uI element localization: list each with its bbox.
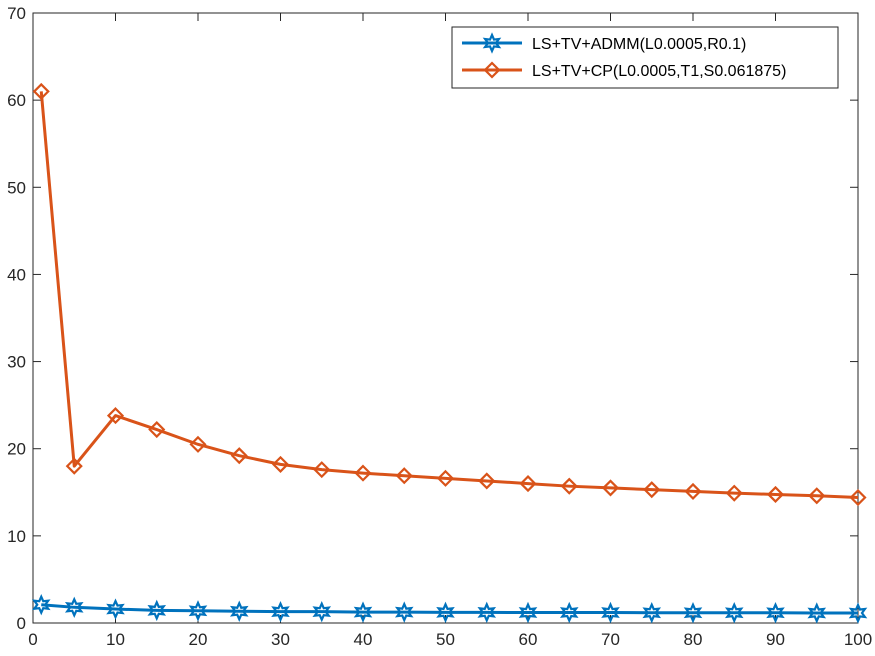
- data-point: [601, 479, 620, 497]
- data-point: [559, 601, 579, 624]
- legend-label: LS+TV+CP(L0.0005,T1,S0.061875): [532, 63, 786, 80]
- data-point: [65, 457, 83, 475]
- legend-label: LS+TV+ADMM(L0.0005,R0.1): [532, 36, 746, 53]
- series-2: [32, 82, 867, 507]
- x-tick-label: 40: [354, 630, 373, 649]
- x-tick-label: 70: [601, 630, 620, 649]
- data-point: [642, 601, 662, 624]
- series-line: [41, 603, 858, 615]
- data-point: [189, 435, 207, 453]
- data-point: [313, 461, 331, 479]
- data-point: [436, 469, 455, 487]
- x-tick-label: 100: [844, 630, 872, 649]
- y-tick-label: 60: [7, 91, 26, 110]
- legend-marker: [482, 32, 502, 54]
- y-tick-label: 50: [7, 178, 26, 197]
- data-point: [312, 600, 332, 623]
- data-point: [766, 601, 785, 624]
- data-point: [519, 475, 537, 493]
- legend-item-1: LS+TV+ADMM(L0.0005,R0.1): [462, 32, 746, 54]
- axes: 0 10 20 30 40 50 60 70 80 90 100 0 10 20 30 40 50 60 70: [7, 4, 872, 649]
- data-point: [477, 601, 497, 624]
- series-1: [31, 593, 868, 624]
- x-tick-label: 10: [106, 630, 125, 649]
- data-point: [271, 600, 290, 623]
- legend-box: [451, 26, 839, 89]
- data-point: [807, 602, 827, 624]
- y-tick-label: 40: [7, 265, 26, 284]
- data-point: [147, 599, 167, 622]
- y-tick-label: 0: [17, 614, 26, 633]
- data-point: [601, 601, 620, 624]
- legend: LS+TV+ADMM(L0.0005,R0.1) LS+TV+CP(L0.0005…: [451, 26, 839, 89]
- data-point: [31, 593, 51, 616]
- data-point: [32, 82, 50, 100]
- y-tick-label: 70: [7, 4, 26, 23]
- x-tick-label: 80: [684, 630, 703, 649]
- x-tick-label: 60: [519, 630, 538, 649]
- x-tick-label: 90: [766, 630, 785, 649]
- y-tick-label: 20: [7, 440, 26, 459]
- data-point: [766, 485, 785, 504]
- y-tick-label: 30: [7, 353, 26, 372]
- series-line: [39, 91, 859, 500]
- data-point: [560, 477, 578, 495]
- data-point: [478, 472, 496, 490]
- data-point: [106, 407, 125, 425]
- data-point: [643, 481, 661, 499]
- data-point: [106, 598, 125, 620]
- x-tick-label: 30: [271, 630, 290, 649]
- data-point: [394, 601, 414, 623]
- data-point: [683, 601, 703, 624]
- series-layer: [31, 82, 868, 624]
- data-point: [518, 601, 538, 624]
- data-point: [353, 601, 373, 623]
- data-point: [148, 420, 166, 439]
- x-tick-label: 50: [436, 630, 455, 649]
- data-point: [229, 600, 249, 622]
- data-point: [395, 467, 413, 485]
- data-point: [354, 464, 372, 482]
- data-point: [849, 488, 867, 507]
- data-point: [848, 602, 868, 624]
- data-point: [724, 601, 744, 624]
- data-point: [64, 596, 84, 619]
- data-point: [684, 482, 702, 500]
- data-point: [808, 487, 826, 505]
- x-tick-label: 0: [28, 630, 37, 649]
- data-point: [271, 455, 290, 473]
- legend-item-2: LS+TV+CP(L0.0005,T1,S0.061875): [462, 61, 786, 80]
- x-tick-label: 20: [189, 630, 208, 649]
- legend-marker: [483, 61, 501, 79]
- y-tick-label: 10: [7, 527, 26, 546]
- data-point: [725, 484, 743, 502]
- data-point: [230, 447, 248, 465]
- data-point: [436, 601, 455, 624]
- data-point: [188, 600, 208, 622]
